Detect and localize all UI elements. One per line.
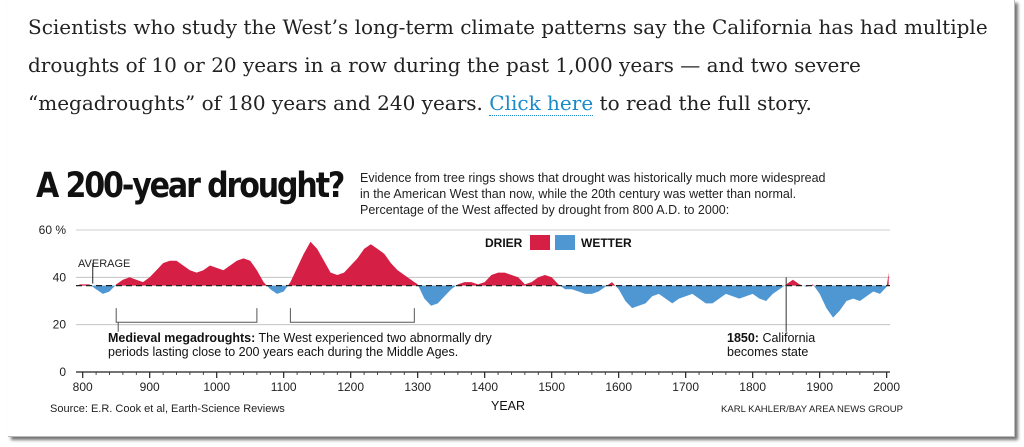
x-tick-label: 1000 [203,380,230,394]
description-line: Percentage of the West affected by droug… [360,203,730,217]
drier-area [79,241,889,286]
x-tick-label: 1700 [672,380,699,394]
legend-drier-swatch [530,235,550,250]
medieval-annotation-line2: periods lasting close to 200 years each … [108,345,458,359]
x-tick-label: 900 [140,380,160,394]
article-paragraph: Scientists who study the West’s long-ter… [28,8,1008,122]
description-line: in the American West than now, while the… [360,187,797,201]
drought-chart: 0 20 40 60 % 800 900 1000 1100 1200 1300 1400 1500 1… [39,223,903,415]
y1850-annotation-line2: becomes state [727,345,808,359]
axes: 0 20 40 60 % 800 900 1000 1100 1200 1300 1400 1500 1… [39,223,901,394]
megadrought-bracket [289,308,415,323]
article-text: Scientists who study the West’s long-ter… [28,15,988,115]
y-tick-label: 20 [53,318,67,332]
article-text-tail: to read the full story. [593,91,812,115]
medieval-annotation-rest: The West experienced two abnormally dry [255,331,492,345]
y1850-annotation-rest: California [759,331,815,345]
x-tick-label: 1300 [404,380,431,394]
x-tick-label: 1900 [806,380,833,394]
drought-infographic: 0 20 40 60 % 800 900 1000 1100 1200 1300 1400 1500 1… [28,148,934,433]
average-label: AVERAGE [78,258,130,270]
chart-description: Evidence from tree rings shows that drou… [360,170,920,218]
legend-drier-label: DRIER [485,236,523,250]
medieval-annotation-line1: Medieval megadroughts: The West experien… [108,331,492,345]
source-note: Source: E.R. Cook et al, Earth-Science R… [50,403,285,415]
y-tick-label: 60 % [39,223,67,237]
content-panel: Scientists who study the West’s long-ter… [8,0,1015,437]
y-tick-label: 0 [59,365,66,379]
megadrought-bracket [115,308,258,323]
legend-wetter-label: WETTER [581,236,632,250]
y1850-annotation-line1: 1850: California [727,331,815,345]
drought-areas [79,241,889,318]
x-tick-label: 1400 [471,380,498,394]
legend-wetter-swatch [555,235,575,250]
x-tick-label: 1200 [337,380,364,394]
y1850-annotation-bold: 1850: [727,331,759,345]
medieval-annotation-bold: Medieval megadroughts: [108,331,255,345]
x-tick-label: 2000 [873,380,900,394]
annotations [92,263,787,332]
y-tick-label: 40 [53,270,67,284]
description-line: Evidence from tree rings shows that drou… [360,171,826,185]
x-tick-label: 1100 [271,380,297,394]
chart-title: A 200-year drought? [36,166,345,206]
x-tick-label: 1600 [605,380,632,394]
x-tick-label: 1800 [739,380,766,394]
credit-note: KARL KAHLER/BAY AREA NEWS GROUP [721,404,903,415]
full-story-link[interactable]: Click here [489,91,594,116]
x-axis-label: YEAR [491,399,525,413]
x-tick-label: 1500 [538,380,565,394]
wetter-area [79,285,889,318]
x-tick-label: 800 [73,380,93,394]
